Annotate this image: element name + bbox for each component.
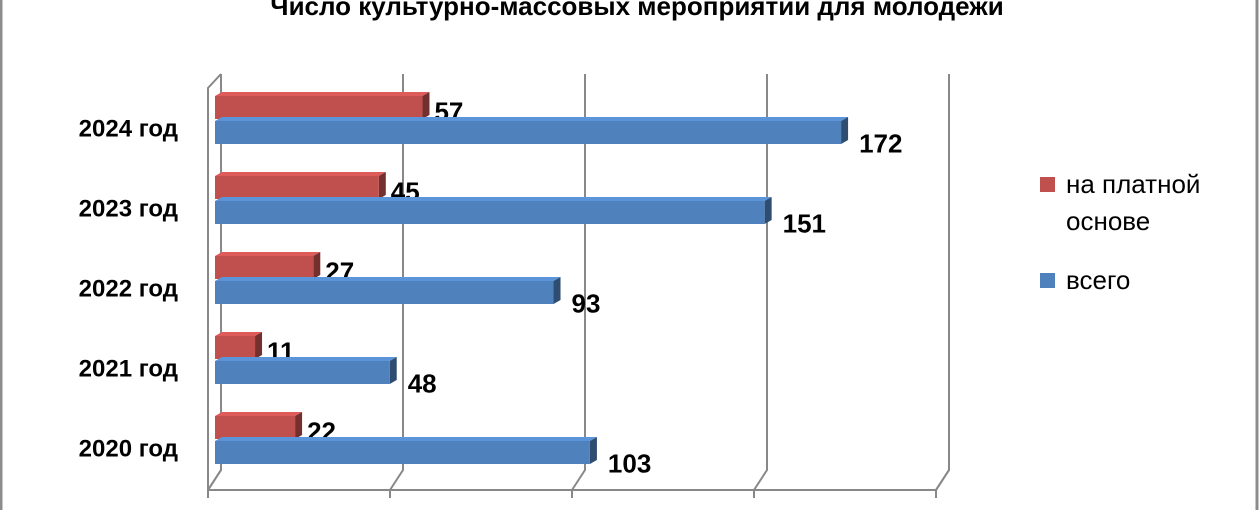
bar — [215, 332, 263, 359]
bar-side — [255, 332, 263, 359]
bar-front — [215, 416, 296, 439]
value-label: 93 — [572, 288, 601, 318]
value-label: 172 — [859, 128, 902, 158]
bar-top — [215, 92, 430, 96]
grid-line — [389, 74, 404, 498]
value-label: 48 — [408, 368, 437, 398]
bar-side — [764, 197, 772, 224]
bar-top — [215, 412, 303, 416]
grid-line — [935, 74, 950, 498]
y-tick-label: 2021 год — [79, 355, 178, 382]
bar — [215, 277, 561, 304]
bar-front — [215, 336, 256, 359]
grid-line — [753, 74, 768, 498]
bar-side — [589, 437, 597, 464]
bar-side — [422, 92, 430, 119]
bar-front — [215, 361, 390, 384]
bar-front — [215, 441, 590, 464]
bar — [215, 437, 597, 464]
bar-side — [313, 252, 321, 279]
bar-front — [215, 121, 842, 144]
legend-label: на платной основе — [1066, 169, 1201, 236]
y-tick-label: 2024 год — [79, 115, 178, 142]
chart-title: Число культурно-массовых мероприятий для… — [270, 0, 1003, 21]
bar-top — [215, 437, 597, 441]
bar-side — [389, 357, 397, 384]
bar — [215, 197, 772, 224]
bar-front — [215, 96, 423, 119]
grid-line — [571, 74, 586, 498]
bar — [215, 117, 849, 144]
bar — [215, 412, 303, 439]
legend: на платной основе всего — [1040, 166, 1240, 321]
bar-front — [215, 281, 554, 304]
bar-front — [215, 176, 379, 199]
bar — [215, 357, 397, 384]
bar-side — [553, 277, 561, 304]
value-label: 151 — [783, 208, 826, 238]
value-label: 103 — [608, 448, 651, 478]
bar-side — [378, 172, 386, 199]
bar-top — [215, 357, 397, 361]
legend-swatch — [1040, 273, 1055, 288]
legend-item: на платной основе — [1040, 166, 1240, 240]
bar-top — [215, 277, 561, 281]
bar-side — [295, 412, 303, 439]
bar — [215, 172, 386, 199]
bar-top — [215, 117, 849, 121]
bar — [215, 252, 321, 279]
y-tick-label: 2022 год — [79, 275, 178, 302]
bar-top — [215, 252, 321, 256]
bar-front — [215, 201, 765, 224]
bar-top — [215, 172, 386, 176]
bar-top — [215, 332, 263, 336]
bar-top — [215, 197, 772, 201]
y-tick-label: 2023 год — [79, 195, 178, 222]
legend-label: всего — [1066, 265, 1131, 295]
bar — [215, 92, 430, 119]
legend-item: всего — [1040, 262, 1240, 299]
bar-side — [841, 117, 849, 144]
legend-swatch — [1040, 177, 1055, 192]
bar-front — [215, 256, 314, 279]
y-tick-label: 2020 год — [79, 435, 178, 462]
